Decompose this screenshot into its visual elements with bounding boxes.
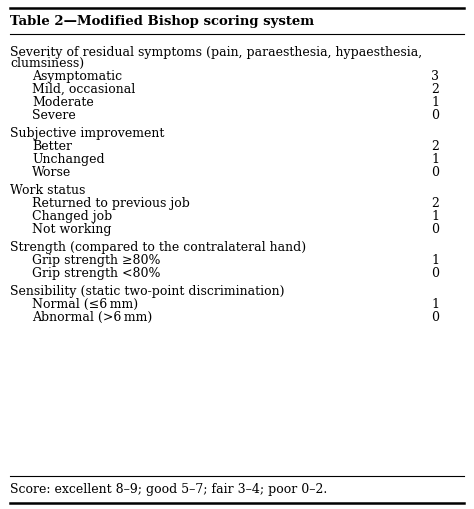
Text: Strength (compared to the contralateral hand): Strength (compared to the contralateral … [10,241,306,254]
Text: Normal (≤6 mm): Normal (≤6 mm) [32,298,138,311]
Text: 2: 2 [431,197,439,210]
Text: 1: 1 [431,96,439,109]
Text: 0: 0 [431,267,439,280]
Text: Severity of residual symptoms (pain, paraesthesia, hypaesthesia,: Severity of residual symptoms (pain, par… [10,46,422,59]
Text: Not working: Not working [32,223,111,236]
Text: 2: 2 [431,140,439,153]
Text: Work status: Work status [10,184,85,197]
Text: 1: 1 [431,153,439,166]
Text: 2: 2 [431,83,439,96]
Text: Changed job: Changed job [32,210,112,223]
Text: 1: 1 [431,254,439,267]
Text: Grip strength ≥80%: Grip strength ≥80% [32,254,161,267]
Text: 0: 0 [431,311,439,324]
Text: 1: 1 [431,210,439,223]
Text: Better: Better [32,140,72,153]
Text: Mild, occasional: Mild, occasional [32,83,135,96]
Text: 0: 0 [431,223,439,236]
Text: Subjective improvement: Subjective improvement [10,127,164,140]
Text: Table 2—Modified Bishop scoring system: Table 2—Modified Bishop scoring system [10,14,314,27]
Text: 3: 3 [431,70,439,83]
Text: Unchanged: Unchanged [32,153,105,166]
Text: 0: 0 [431,166,439,179]
Text: Sensibility (static two-point discrimination): Sensibility (static two-point discrimina… [10,285,284,298]
Text: Grip strength <80%: Grip strength <80% [32,267,161,280]
Text: Score: excellent 8–9; good 5–7; fair 3–4; poor 0–2.: Score: excellent 8–9; good 5–7; fair 3–4… [10,483,327,496]
Text: 0: 0 [431,109,439,122]
Text: Severe: Severe [32,109,76,122]
Text: Asymptomatic: Asymptomatic [32,70,122,83]
Text: Abnormal (>6 mm): Abnormal (>6 mm) [32,311,152,324]
Text: Worse: Worse [32,166,71,179]
Text: clumsiness): clumsiness) [10,57,84,70]
Text: Moderate: Moderate [32,96,94,109]
Text: 1: 1 [431,298,439,311]
Text: Returned to previous job: Returned to previous job [32,197,190,210]
